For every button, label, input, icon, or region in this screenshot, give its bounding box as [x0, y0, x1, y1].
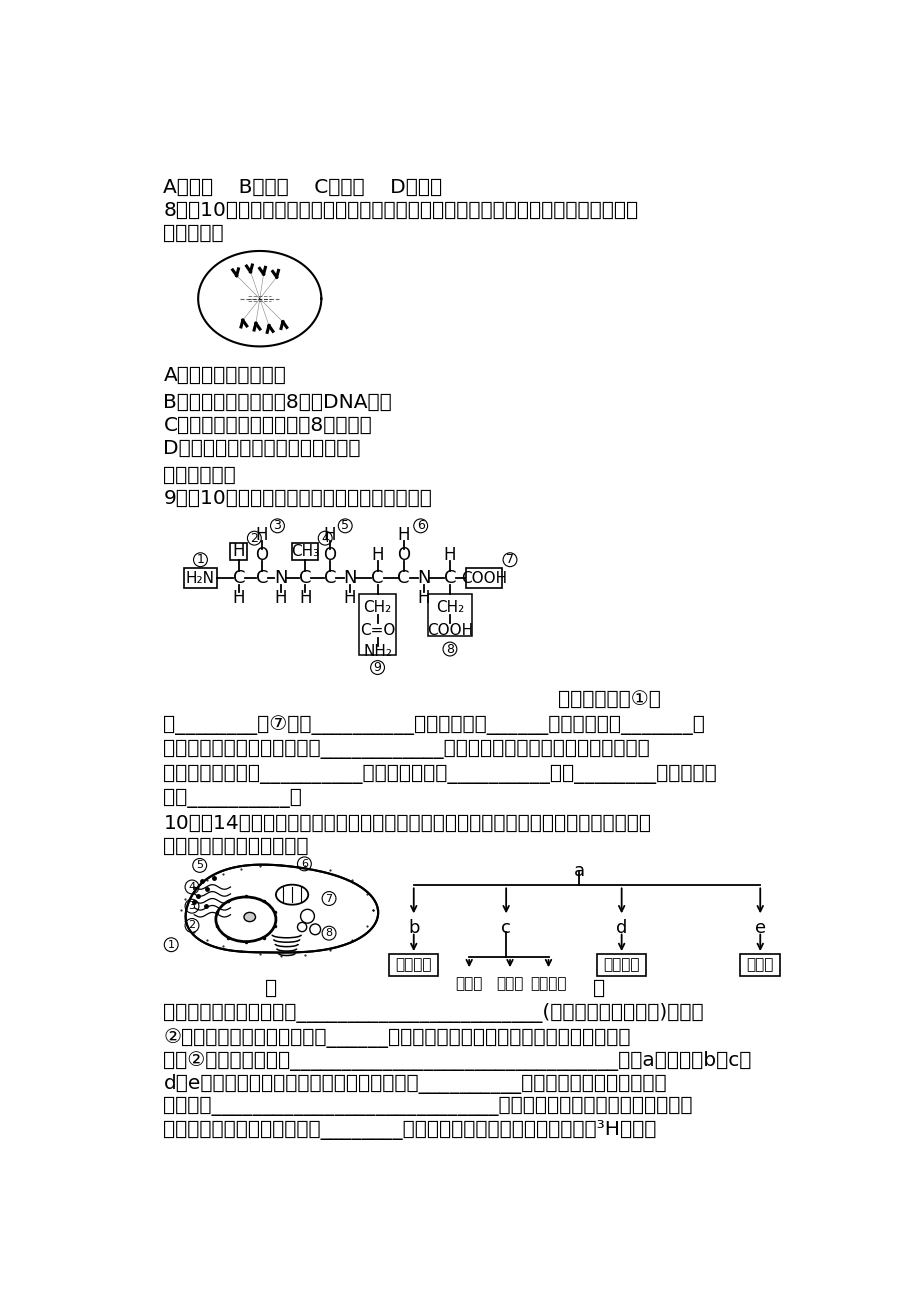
Text: 号是__________。: 号是__________。 — [164, 789, 302, 809]
Text: 7: 7 — [325, 893, 333, 904]
Text: B．此时该细胞中含有8个核DNA分子: B．此时该细胞中含有8个核DNA分子 — [164, 393, 391, 411]
Text: 4: 4 — [321, 531, 329, 544]
Text: H: H — [323, 526, 335, 544]
Text: C: C — [371, 569, 383, 587]
Text: N: N — [274, 569, 287, 587]
Text: d: d — [616, 918, 627, 936]
Text: 2: 2 — [250, 531, 258, 544]
Text: 9．（10分）根据下列化合物的结构分析回答：: 9．（10分）根据下列化合物的结构分析回答： — [164, 488, 432, 508]
Text: ②的功能越复杂，其成分中的______种类和数量就越多。若该细胞进入衰老状态，: ②的功能越复杂，其成分中的______种类和数量就越多。若该细胞进入衰老状态， — [164, 1027, 630, 1048]
Text: 2: 2 — [188, 921, 196, 931]
Text: 结构②会发生的变化是________________________________。由a细胞形成b、c、: 结构②会发生的变化是______________________________… — [164, 1051, 751, 1072]
Text: A．间期    B．前期    C．中期    D．后期: A．间期 B．前期 C．中期 D．后期 — [164, 178, 442, 197]
Bar — [428, 594, 471, 635]
Text: H: H — [443, 546, 456, 564]
Text: H: H — [233, 590, 245, 607]
Ellipse shape — [216, 897, 276, 941]
Text: A．该生物是一种动物: A．该生物是一种动物 — [164, 366, 286, 384]
Text: N: N — [343, 569, 357, 587]
Bar — [389, 954, 438, 975]
Text: NH₂: NH₂ — [363, 644, 391, 659]
Text: H: H — [371, 546, 383, 564]
Bar — [291, 543, 318, 560]
Text: CH₂: CH₂ — [363, 600, 391, 615]
Text: D．此时该细胞处于有丝分裂的后期: D．此时该细胞处于有丝分裂的后期 — [164, 439, 360, 458]
Text: d、e，是细胞在形态、结构和生理功能上发生__________的过程，发生这一过程的根: d、e，是细胞在形态、结构和生理功能上发生__________的过程，发生这一过… — [164, 1074, 666, 1094]
Text: C: C — [255, 569, 268, 587]
Text: C: C — [299, 569, 312, 587]
Text: 神经细胞: 神经细胞 — [603, 957, 640, 973]
Text: 5: 5 — [341, 519, 349, 533]
Text: O: O — [397, 546, 410, 564]
Text: 红细胞: 红细胞 — [455, 976, 482, 991]
Text: N: N — [416, 569, 430, 587]
Text: H: H — [299, 590, 312, 607]
Text: C: C — [323, 569, 335, 587]
Text: 6: 6 — [301, 859, 308, 868]
Text: COOH: COOH — [426, 624, 472, 638]
Text: 淋巴细胞: 淋巴细胞 — [529, 976, 566, 991]
Text: H: H — [233, 542, 245, 560]
Text: 活的抗体，并将其最终水解为________。在研究分泌蛋白的合成和分泌时，³H标记的: 活的抗体，并将其最终水解为________。在研究分泌蛋白的合成和分泌时，³H标… — [164, 1120, 656, 1141]
Text: c: c — [501, 918, 511, 936]
Text: a: a — [573, 862, 584, 880]
Text: 甲: 甲 — [265, 979, 277, 997]
Text: 水分子而形成，这种反应叫做____________。该化合物中的氨基酸种类不同，是由: 水分子而形成，这种反应叫做____________。该化合物中的氨基酸种类不同，… — [164, 740, 650, 759]
Ellipse shape — [276, 884, 308, 905]
Text: 8: 8 — [325, 928, 333, 939]
Text: O: O — [323, 546, 336, 564]
Text: 本原因是____________________________。若甲图表示吞噬细胞，则可吞噬失: 本原因是____________________________。若甲图表示吞噬… — [164, 1098, 692, 1116]
Text: 白细胞: 白细胞 — [495, 976, 523, 991]
Text: 皮肤细胞: 皮肤细胞 — [395, 957, 432, 973]
Text: CH₂: CH₂ — [436, 600, 463, 615]
Text: H: H — [417, 590, 429, 607]
Text: e: e — [754, 918, 765, 936]
Text: H₂N: H₂N — [186, 570, 215, 586]
Text: 6: 6 — [416, 519, 425, 533]
Text: 3: 3 — [188, 901, 195, 911]
Text: C=O: C=O — [359, 624, 395, 638]
Text: 甲图中含有核酸的结构是________________________(用图甲中的标号作答)。结构: 甲图中含有核酸的结构是________________________(用图甲中… — [164, 1004, 703, 1023]
Text: COOH: COOH — [460, 570, 506, 586]
Text: b: b — [407, 918, 419, 936]
Text: 该化合物中，①表: 该化合物中，①表 — [557, 690, 660, 708]
Text: 9: 9 — [373, 661, 381, 674]
Text: 肝细胞: 肝细胞 — [745, 957, 773, 973]
Text: H: H — [397, 526, 410, 544]
Text: 4: 4 — [188, 881, 196, 892]
Text: 1: 1 — [197, 553, 204, 566]
Text: C: C — [233, 569, 245, 587]
Bar — [184, 568, 216, 589]
Text: 不正确的是: 不正确的是 — [164, 224, 224, 243]
Text: H: H — [274, 590, 287, 607]
Text: C: C — [443, 569, 456, 587]
Text: H: H — [343, 590, 356, 607]
Bar — [596, 954, 645, 975]
Text: CH₃: CH₃ — [290, 544, 319, 559]
Text: 8．（10分）下图为某种高等生物细胞有丝分裂过程中某一时期的图像，下列有关叙述: 8．（10分）下图为某种高等生物细胞有丝分裂过程中某一时期的图像，下列有关叙述 — [164, 201, 638, 220]
Text: 示________，⑦表示__________。该化合物由______个氨基酸失去_______个: 示________，⑦表示__________。该化合物由______个氨基酸失… — [164, 715, 705, 736]
Bar — [466, 568, 501, 589]
Text: C．该生物的体细胞中含有8条染色体: C．该生物的体细胞中含有8条染色体 — [164, 415, 372, 435]
Bar — [231, 543, 247, 560]
Text: H: H — [255, 526, 268, 544]
Bar — [740, 954, 779, 975]
Text: 图。请据图回答下列问题：: 图。请据图回答下列问题： — [164, 837, 309, 855]
Text: 乙: 乙 — [593, 979, 605, 997]
Text: 10．（14分）甲图是某高等动物细胞亚显微结构示意图，乙图是人体部分细胞分化示意: 10．（14分）甲图是某高等动物细胞亚显微结构示意图，乙图是人体部分细胞分化示意 — [164, 814, 651, 833]
Text: 8: 8 — [446, 643, 453, 655]
Polygon shape — [186, 865, 378, 953]
Text: 决定的，其编号是__________。该化合物称为__________，含________个肽键，编: 决定的，其编号是__________。该化合物称为__________，含___… — [164, 764, 717, 784]
Text: 二、非选择题: 二、非选择题 — [164, 466, 236, 484]
Text: 3: 3 — [273, 519, 281, 533]
Text: 1: 1 — [167, 940, 175, 949]
Text: O: O — [255, 546, 268, 564]
Ellipse shape — [244, 913, 255, 922]
Text: 5: 5 — [196, 861, 203, 871]
Text: 7: 7 — [505, 553, 514, 566]
Bar — [358, 594, 395, 655]
Text: C: C — [397, 569, 410, 587]
